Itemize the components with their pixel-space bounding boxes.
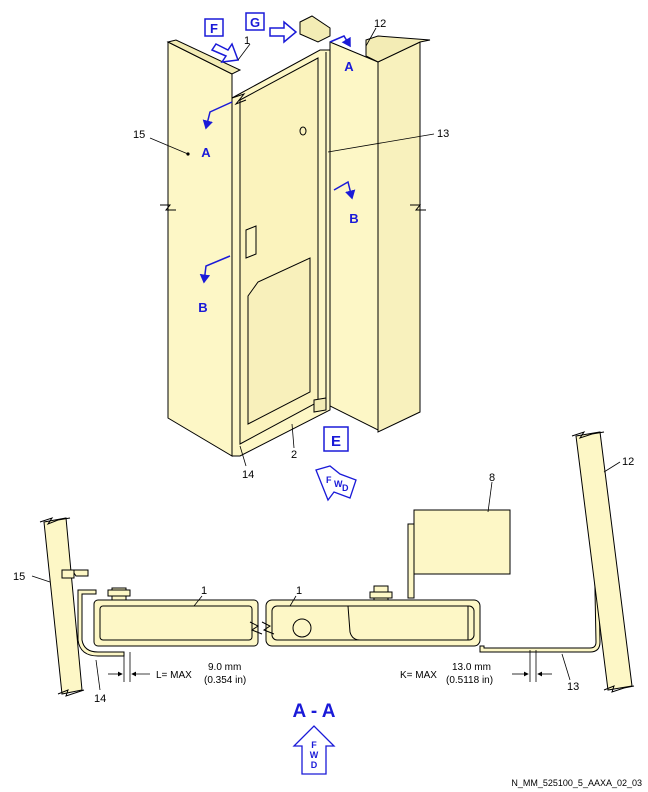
dimension-l-in: (0.354 in) bbox=[204, 675, 246, 686]
item-13-section: 13 bbox=[567, 681, 579, 693]
item-1-section-right: 1 bbox=[296, 585, 302, 597]
dimension-l: L= MAX 9.0 mm (0.354 in) bbox=[108, 652, 246, 686]
item-13-top: 13 bbox=[437, 128, 449, 140]
section-item-8-bracket bbox=[407, 509, 511, 599]
panel-assembly bbox=[231, 15, 331, 457]
fwd-bottom-d: D bbox=[311, 760, 318, 770]
dimension-k-mm: 13.0 mm bbox=[452, 662, 491, 673]
dimension-l-mm: 9.0 mm bbox=[208, 662, 241, 673]
dimension-k-in: (0.5118 in) bbox=[446, 675, 493, 686]
item-14-section: 14 bbox=[94, 693, 106, 705]
dimension-k-label: K= MAX bbox=[400, 670, 437, 681]
section-marker-b-left: B bbox=[198, 255, 231, 315]
top-view-callouts: 1 12 13 15 2 14 bbox=[133, 18, 449, 481]
section-view bbox=[39, 431, 635, 697]
dimension-l-label: L= MAX bbox=[156, 670, 192, 681]
section-marker-a-left-label: A bbox=[201, 145, 211, 160]
fwd-top-f: F bbox=[326, 475, 332, 485]
item-1-section-left: 1 bbox=[201, 585, 207, 597]
fwd-bottom-f: F bbox=[311, 740, 317, 750]
view-f-letter: F bbox=[210, 21, 218, 36]
section-marker-a-top: A bbox=[329, 35, 354, 74]
section-left-bracket bbox=[61, 569, 125, 657]
section-right-wall bbox=[571, 431, 635, 693]
reference-code: N_MM_525100_5_AAXA_02_03 bbox=[511, 778, 642, 788]
item-8-section: 8 bbox=[489, 472, 495, 484]
item-1-top: 1 bbox=[244, 35, 250, 47]
item-12-section: 12 bbox=[622, 456, 634, 468]
fwd-top-w: W bbox=[334, 479, 343, 489]
view-g-callout: G bbox=[245, 12, 298, 44]
fwd-arrow-bottom: F W D bbox=[292, 725, 336, 775]
dimension-k: K= MAX 13.0 mm (0.5118 in) bbox=[400, 650, 552, 686]
section-title: A - A bbox=[293, 701, 336, 722]
section-marker-b-right-label: B bbox=[349, 211, 358, 226]
section-marker-a-top-label: A bbox=[344, 59, 354, 74]
left-wall-panel bbox=[160, 39, 242, 457]
item-14-top: 14 bbox=[242, 469, 254, 481]
item-2-top: 2 bbox=[291, 449, 297, 461]
section-marker-b-left-label: B bbox=[198, 300, 207, 315]
section-marker-b-right: B bbox=[333, 180, 359, 226]
right-wall-panel bbox=[329, 35, 431, 433]
fwd-arrow-top: F W D bbox=[315, 465, 357, 502]
section-left-wall bbox=[39, 517, 85, 697]
view-e-callout: E bbox=[323, 426, 349, 452]
item-12-top: 12 bbox=[374, 18, 386, 30]
section-view-callouts: 15 1 1 8 12 13 14 bbox=[13, 456, 634, 705]
fwd-bottom-w: W bbox=[310, 750, 319, 760]
fwd-top-d: D bbox=[342, 483, 349, 493]
isometric-view bbox=[160, 15, 431, 457]
view-e-letter: E bbox=[331, 433, 341, 450]
section-right-panel bbox=[261, 585, 481, 647]
view-f-callout: F bbox=[204, 18, 240, 63]
section-left-panel bbox=[93, 587, 263, 647]
item-15-section: 15 bbox=[13, 571, 25, 583]
item-15-top: 15 bbox=[133, 129, 145, 141]
section-marker-a-left: A bbox=[201, 101, 233, 160]
view-g-letter: G bbox=[250, 15, 260, 30]
